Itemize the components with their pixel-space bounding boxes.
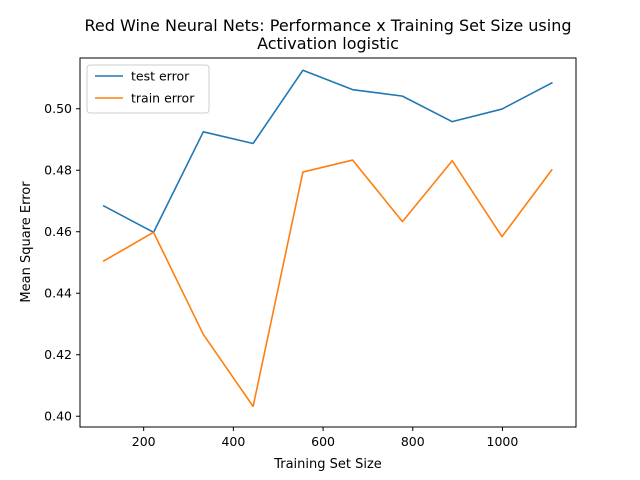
x-tick-label: 200 bbox=[132, 434, 156, 449]
y-tick-label: 0.46 bbox=[44, 224, 72, 239]
y-tick-label: 0.50 bbox=[44, 101, 72, 116]
y-tick-label: 0.44 bbox=[44, 286, 72, 301]
series-line-test-error bbox=[102, 69, 553, 234]
chart-subtitle: Activation logistic bbox=[257, 34, 399, 53]
x-tick-label: 600 bbox=[311, 434, 335, 449]
plot-frame bbox=[79, 57, 577, 428]
x-tick-label: 1000 bbox=[487, 434, 519, 449]
legend: test error train error bbox=[86, 64, 210, 114]
plot-area: 200 400 600 800 1000 0.40 0.42 0.44 0.46 0.48 0.50 bbox=[44, 57, 577, 449]
y-tick-label: 0.42 bbox=[44, 347, 72, 362]
x-tick-label: 800 bbox=[401, 434, 425, 449]
y-tick-label: 0.48 bbox=[44, 163, 72, 178]
x-axis-label: Training Set Size bbox=[273, 457, 382, 472]
x-tick-label: 400 bbox=[221, 434, 245, 449]
legend-label-test-error: test error bbox=[131, 69, 190, 84]
series-line-train-error bbox=[102, 159, 553, 408]
y-tick-label: 0.40 bbox=[44, 409, 72, 424]
chart-title: Red Wine Neural Nets: Performance x Trai… bbox=[85, 16, 572, 35]
y-axis-label: Mean Square Error bbox=[19, 181, 34, 303]
legend-label-train-error: train error bbox=[131, 91, 195, 106]
legend-box bbox=[86, 64, 210, 114]
